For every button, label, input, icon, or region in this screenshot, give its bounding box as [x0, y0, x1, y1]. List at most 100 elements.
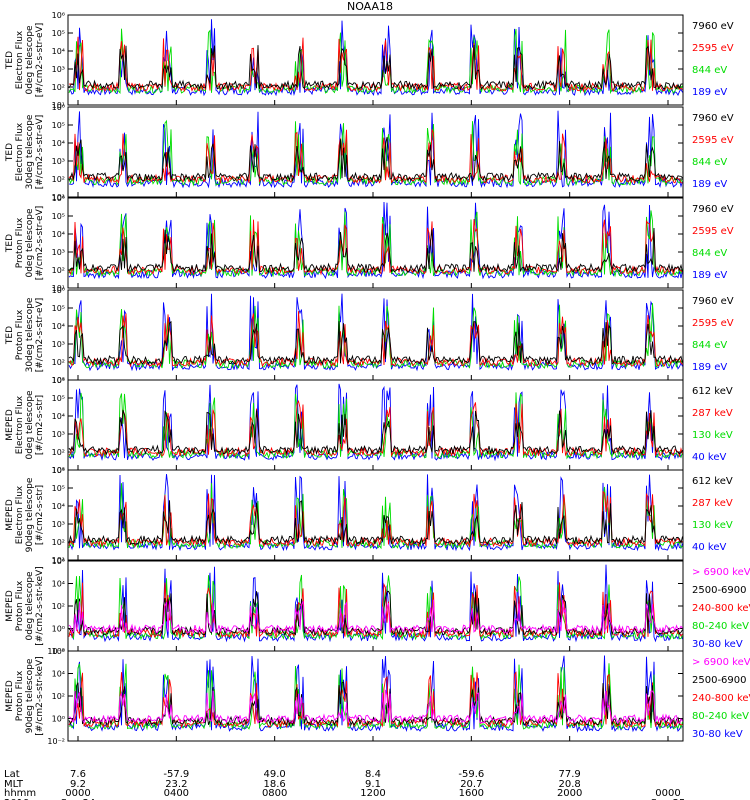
legend-entry: 7960 eV — [692, 113, 734, 124]
trace-black — [68, 410, 683, 456]
y-axis-label-line: Electron Flux — [15, 485, 25, 544]
y-tick-label: 10² — [52, 266, 65, 275]
y-tick-label: 10⁵ — [52, 212, 65, 221]
legend-entry: 240-800 keV — [692, 603, 750, 614]
trace-red — [68, 219, 683, 276]
trace-group — [68, 201, 683, 280]
y-axis-label-line: [#/cm2-s-str] — [35, 395, 45, 455]
y-axis-label-line: TED — [5, 234, 15, 253]
y-axis-label-line: [#/cm2-s-str-eV] — [35, 298, 45, 373]
y-tick-label: 10³ — [52, 340, 65, 349]
y-tick-label: 10¹ — [52, 193, 65, 202]
y-tick-label: 10³ — [52, 65, 65, 74]
x-axis-annotation: LatMLThhmm20197.69.20000Sep 24-57.923.20… — [4, 100, 685, 800]
x-row-label: 2019 — [4, 798, 29, 800]
y-axis-label-line: Electron Flux — [15, 122, 25, 181]
x-row-label: hhmm — [4, 788, 36, 799]
y-tick-label: 10⁵ — [52, 29, 65, 38]
trace-red — [68, 399, 683, 458]
trace-group — [68, 19, 683, 97]
legend-entry: 7960 eV — [692, 204, 734, 215]
legend-entry: 844 eV — [692, 65, 727, 76]
legend-entry: 40 keV — [692, 452, 726, 463]
legend-entry: 189 eV — [692, 179, 727, 190]
y-tick-label: 10² — [52, 602, 65, 611]
y-axis-label-line: TED — [5, 143, 15, 162]
x-tick-mlt: 20.8 — [559, 779, 581, 790]
y-axis-label-line: TED — [5, 326, 15, 345]
trace-green — [68, 28, 683, 95]
y-tick-label: 10² — [52, 358, 65, 367]
y-tick-label: 10³ — [52, 248, 65, 257]
legend-entry: 2595 eV — [692, 226, 734, 237]
x-tick-hhmm: 0800 — [262, 788, 287, 799]
trace-black — [68, 320, 683, 366]
panel-3: 10¹ 10² 10³ 10⁴ 10⁵ 10⁶ TEDProton Flux0deg tel… — [5, 194, 734, 293]
y-tick-label: 10⁻² — [47, 737, 65, 746]
panel-8: 10⁻² 10⁰ 10² 10⁴ 10⁶ MEPEDProton Flux90deg te… — [5, 647, 750, 746]
x-tick-hhmm: 0000 — [65, 788, 90, 799]
y-tick-label: 10³ — [52, 430, 65, 439]
x-tick-mlt: 9.2 — [70, 779, 86, 790]
y-tick-label: 10⁵ — [52, 394, 65, 403]
legend-entry: 2595 eV — [692, 318, 734, 329]
y-axis-label-line: [#/cm2-s-str-keV] — [35, 656, 45, 735]
x-row-label: Lat — [4, 769, 20, 780]
y-axis-label: MEPEDElectron Flux90deg telescope[#/cm2-… — [5, 477, 45, 552]
y-tick-label: 10⁵ — [52, 121, 65, 130]
legend-entry: 80-240 keV — [692, 621, 749, 632]
legend-entry: 844 eV — [692, 157, 727, 168]
trace-red — [68, 129, 683, 185]
trace-group — [68, 383, 683, 462]
x-tick-date: Sep 24 — [61, 798, 96, 800]
trace-green — [68, 663, 683, 731]
y-axis-label-line: 90deg telescope — [25, 477, 35, 552]
legend-entry: 80-240 keV — [692, 711, 749, 722]
y-tick-label: 10⁶ — [52, 11, 65, 20]
panel-5: 10¹ 10² 10³ 10⁴ 10⁵ 10⁶ MEPEDElectron Flux0deg… — [5, 376, 733, 475]
y-axis-label-line: Proton Flux — [15, 580, 25, 631]
trace-black — [68, 137, 683, 183]
panel-2: 10¹ 10² 10³ 10⁴ 10⁵ 10⁶ TEDElectron Flux30deg … — [5, 103, 734, 202]
legend-entry: 189 eV — [692, 362, 727, 373]
legend-entry: 2500-6900 — [692, 585, 747, 596]
y-axis-label-line: MEPED — [5, 499, 15, 531]
legend-entry: 7960 eV — [692, 21, 734, 32]
y-tick-label: 10⁰ — [52, 715, 65, 724]
y-tick-label: 10⁴ — [52, 502, 65, 511]
y-axis-label-line: 0deg telescope — [25, 25, 35, 95]
trace-magenta — [68, 689, 683, 725]
y-axis-label-line: MEPED — [5, 409, 15, 441]
y-tick-label: 10⁴ — [52, 670, 65, 679]
panel-frame — [67, 379, 684, 471]
y-axis-label: MEPEDProton Flux90deg telescope[#/cm2-s-… — [5, 656, 45, 735]
y-axis-label-line: [#/cm2-s-str] — [35, 485, 45, 545]
y-tick-label: 10⁶ — [52, 557, 65, 566]
y-axis-label-line: Proton Flux — [15, 309, 25, 360]
x-row-label: MLT — [4, 779, 24, 790]
legend-entry: 2595 eV — [692, 135, 734, 146]
legend-entry: 287 keV — [692, 408, 733, 419]
y-axis-label: TEDElectron Flux0deg telescope[#/cm2-s-s… — [5, 23, 45, 98]
y-tick-label: 10⁶ — [52, 647, 65, 656]
y-axis-label: MEPEDProton Flux0deg telescope[#/cm2-s-s… — [5, 566, 45, 645]
trace-group — [68, 564, 683, 643]
x-tick-hhmm: 0400 — [164, 788, 189, 799]
legend-entry: 30-80 keV — [692, 729, 743, 740]
trace-red — [68, 311, 683, 368]
legend-entry: 2595 eV — [692, 43, 734, 54]
legend-entry: > 6900 keV — [692, 567, 750, 578]
y-tick-label: 10⁵ — [52, 484, 65, 493]
y-tick-label: 10⁶ — [52, 286, 65, 295]
y-tick-label: 10² — [52, 692, 65, 701]
y-tick-label: 10⁴ — [52, 139, 65, 148]
y-tick-label: 10⁶ — [52, 466, 65, 475]
y-tick-label: 10² — [52, 175, 65, 184]
legend-entry: 130 keV — [692, 520, 733, 531]
x-tick-mlt: 9.1 — [365, 779, 381, 790]
panel-frame — [67, 469, 684, 561]
y-tick-label: 10² — [52, 448, 65, 457]
y-axis-label-line: [#/cm2-s-str-keV] — [35, 566, 45, 645]
y-tick-label: 10⁴ — [52, 322, 65, 331]
